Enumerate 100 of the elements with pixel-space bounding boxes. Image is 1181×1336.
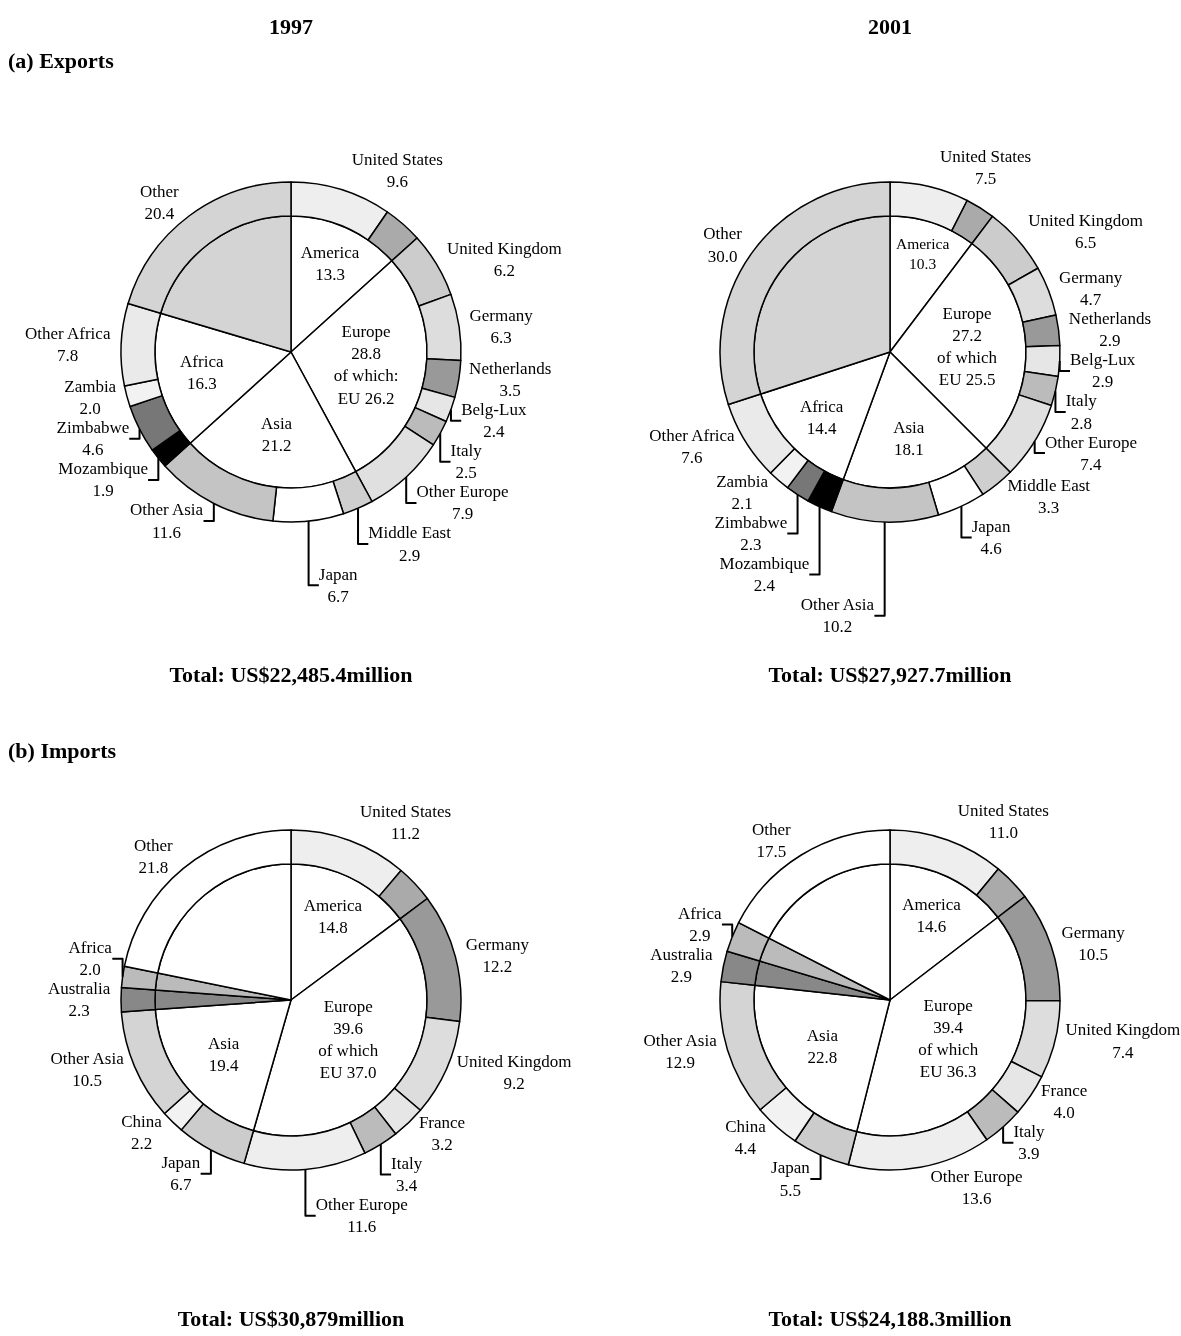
slice-label: Germany xyxy=(1058,267,1123,287)
slice-label: Europe xyxy=(942,304,992,323)
slice-label: Africa xyxy=(68,938,113,958)
slice-label: Middle East xyxy=(1007,475,1091,495)
data-label: 7.5 xyxy=(974,168,997,188)
data-label: 21.8 xyxy=(138,857,169,877)
slice-label: Belg-Lux xyxy=(1070,350,1136,370)
slice-label: America xyxy=(895,235,950,253)
data-label: 6.7 xyxy=(170,1175,192,1195)
slice-label: Italy xyxy=(1013,1122,1046,1142)
slice-label: Europe xyxy=(923,995,973,1015)
slice-label: Other Europe xyxy=(1044,432,1138,452)
slice-label: Mozambique xyxy=(58,459,149,479)
data-label: 10.3 xyxy=(909,255,937,273)
slice-label: Other Africa xyxy=(649,426,736,446)
data-label: 9.2 xyxy=(503,1073,525,1093)
slice-label: Other xyxy=(751,819,791,839)
slice-label: United States xyxy=(939,146,1032,166)
data-label: 28.8 of which: EU 26.2 xyxy=(333,344,399,408)
slice-label: Australia xyxy=(47,979,111,999)
data-label: 10.2 xyxy=(822,617,853,637)
slice-label: Africa xyxy=(678,903,722,923)
data-label: 14.4 xyxy=(806,419,837,439)
data-label: 18.1 xyxy=(893,439,924,459)
slice-label: Japan xyxy=(971,516,1011,536)
data-label: 11.6 xyxy=(347,1217,377,1237)
data-label: 17.5 xyxy=(756,841,787,861)
slice-label: Italy xyxy=(1065,391,1098,411)
slice-label: France xyxy=(418,1112,466,1132)
data-label: 6.2 xyxy=(493,260,516,280)
slice-label: Other xyxy=(703,224,743,244)
data-label: 2.9 xyxy=(1091,372,1114,392)
data-label: 3.5 xyxy=(499,381,521,401)
data-label: 7.8 xyxy=(57,346,79,366)
data-label: 2.8 xyxy=(1070,413,1092,433)
slice-label: Mozambique xyxy=(719,553,810,573)
slice-label: America xyxy=(300,243,360,263)
slice-label: America xyxy=(902,894,962,914)
slice-label: Italy xyxy=(450,441,483,461)
data-label: 3.2 xyxy=(431,1134,453,1154)
slice-label: Other xyxy=(134,835,174,855)
text: Total: US$22,485.4million xyxy=(169,662,413,688)
slice-label: Other Asia xyxy=(643,1030,718,1050)
slice-label: United Kingdom xyxy=(1065,1020,1181,1040)
data-label: 39.6 of which EU 37.0 xyxy=(318,1019,379,1083)
data-label: 11.6 xyxy=(151,522,182,542)
data-label: 2.0 xyxy=(79,399,101,419)
slice-label: Europe xyxy=(323,997,373,1017)
slice-label: Zambia xyxy=(716,471,769,491)
data-label: 20.4 xyxy=(144,204,175,224)
data-label: 7.6 xyxy=(681,448,703,468)
data-label: 2.2 xyxy=(130,1134,153,1154)
data-label: 39.4 of which EU 36.3 xyxy=(918,1017,979,1082)
slice-label: Other Asia xyxy=(129,500,204,520)
chart-subtitle: 2001 xyxy=(868,14,912,40)
slice-label: Zambia xyxy=(64,377,117,397)
slice-label: Other Europe xyxy=(416,482,509,502)
slice-label: Zimbabwe xyxy=(56,418,130,438)
data-label: 10.5 xyxy=(72,1071,103,1091)
slice-label: China xyxy=(725,1117,767,1137)
slice-label: Germany xyxy=(1061,923,1126,943)
data-label: 3.3 xyxy=(1038,497,1060,517)
slice-label: Other Asia xyxy=(800,595,875,615)
data-label: 3.4 xyxy=(396,1176,418,1196)
slice-label: America xyxy=(303,895,363,915)
data-label: 5.5 xyxy=(779,1180,802,1200)
data-label: 4.6 xyxy=(82,440,104,460)
data-label: 4.0 xyxy=(1053,1103,1075,1123)
slice-label: Asia xyxy=(893,417,925,437)
data-label: 12.9 xyxy=(665,1052,695,1072)
data-label: 2.9 xyxy=(670,967,693,987)
slice-label: Other Europe xyxy=(315,1195,408,1215)
slice-label: United Kingdom xyxy=(1028,210,1143,230)
data-label: 2.3 xyxy=(740,534,762,554)
slice-label: Africa xyxy=(799,397,844,417)
slice-label: France xyxy=(1041,1081,1088,1101)
slice-label: Middle East xyxy=(368,523,452,543)
slice-label: Africa xyxy=(180,351,224,371)
data-label: 7.4 xyxy=(1112,1042,1135,1062)
text: Total: US$30,879million xyxy=(177,1306,405,1332)
slice-label: United States xyxy=(351,150,443,170)
slice-label: Asia xyxy=(806,1026,839,1046)
slice-label: Other Asia xyxy=(50,1048,125,1068)
data-label: 10.5 xyxy=(1078,945,1108,965)
data-label: 30.0 xyxy=(707,246,738,266)
slice-label: China xyxy=(121,1112,163,1132)
data-label: 11.0 xyxy=(988,823,1018,843)
text: Total: US$27,927.7million xyxy=(768,662,1012,688)
data-label: 7.9 xyxy=(451,504,474,524)
slice-label: Asia xyxy=(208,1033,240,1053)
slice-label: Other Africa xyxy=(25,323,111,343)
data-label: 9.6 xyxy=(386,172,408,192)
slice-label: Germany xyxy=(465,935,530,955)
data-label: 12.2 xyxy=(482,957,513,977)
data-label: 4.7 xyxy=(1079,289,1102,309)
slice-label: Germany xyxy=(469,306,534,325)
data-label: 1.9 xyxy=(92,481,114,501)
data-label: 21.2 xyxy=(261,436,292,456)
data-label: 2.1 xyxy=(731,493,753,513)
data-label: 2.4 xyxy=(483,422,505,442)
